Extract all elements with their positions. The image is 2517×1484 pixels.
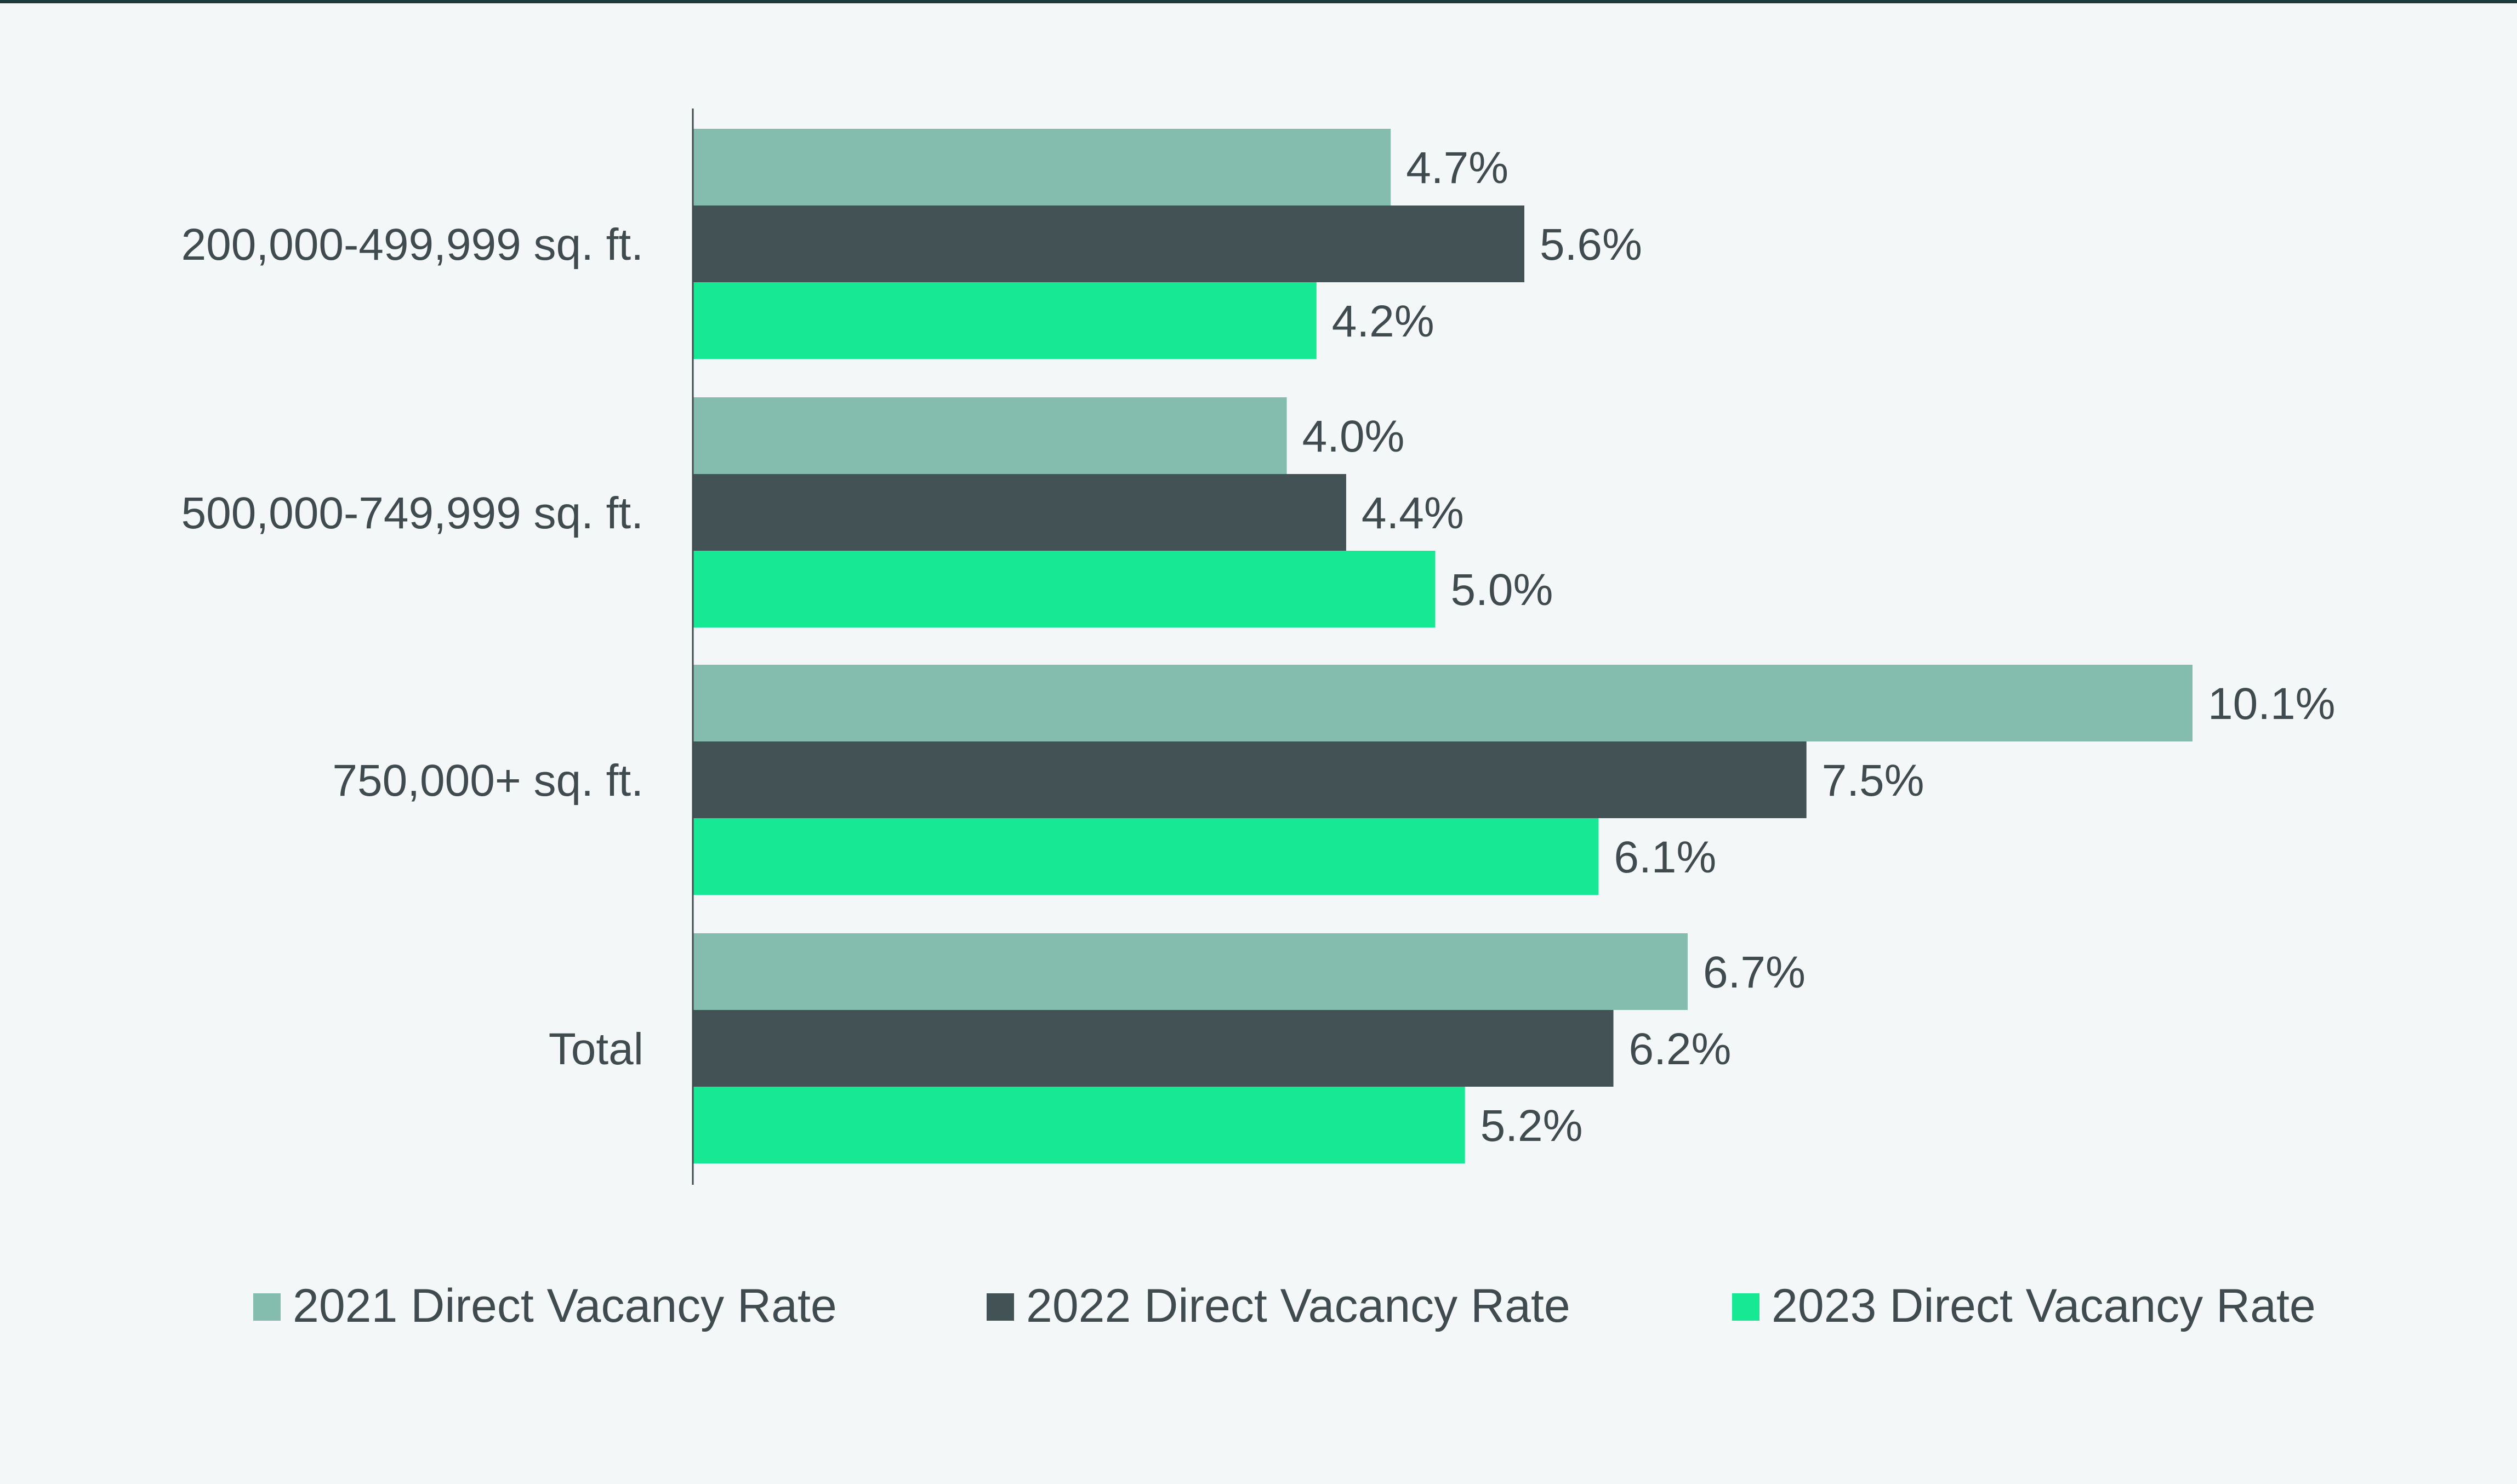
category-label-1: 200,000-499,999 sq. ft. <box>181 220 644 270</box>
bar-1-3 <box>693 665 2193 741</box>
bar-1-1 <box>693 129 1391 206</box>
value-label-3-1: 4.2% <box>1332 296 1434 346</box>
value-label-1-4: 6.7% <box>1703 948 1806 997</box>
value-label-2-4: 6.2% <box>1629 1024 1732 1074</box>
value-label-2-1: 5.6% <box>1540 220 1642 270</box>
legend-swatch-1 <box>253 1293 281 1321</box>
bar-3-2 <box>693 551 1436 627</box>
bar-2-4 <box>693 1010 1614 1087</box>
value-labels-group: 4.7% 5.6% 4.2% 4.0% 4.4% 5.0% 10.1% 7.5% 6.1% 6.7… <box>1302 143 2336 1151</box>
value-label-1-2: 4.0% <box>1302 412 1405 461</box>
legend-swatch-2 <box>987 1293 1014 1321</box>
legend: 2021 Direct Vacancy Rate 2022 Direct Vaca… <box>253 1280 2316 1332</box>
category-label-4: Total <box>549 1024 644 1074</box>
category-labels-group: 200,000-499,999 sq. ft. 500,000-749,999 s… <box>181 220 644 1074</box>
category-label-3: 750,000+ sq. ft. <box>332 756 644 806</box>
bars-group <box>693 129 2193 1163</box>
bar-2-1 <box>693 206 1524 282</box>
bar-3-1 <box>693 282 1317 359</box>
legend-swatch-3 <box>1732 1293 1759 1321</box>
top-rule <box>0 0 2517 3</box>
value-label-3-4: 5.2% <box>1480 1101 1583 1151</box>
bar-3-3 <box>693 818 1599 895</box>
value-label-1-3: 10.1% <box>2208 679 2336 729</box>
value-label-3-3: 6.1% <box>1614 832 1716 882</box>
bar-3-4 <box>693 1087 1465 1163</box>
legend-label-3: 2023 Direct Vacancy Rate <box>1772 1280 2316 1332</box>
bar-2-2 <box>693 474 1346 551</box>
value-label-3-2: 5.0% <box>1450 565 1553 615</box>
bar-1-2 <box>693 397 1287 474</box>
value-label-2-3: 7.5% <box>1822 756 1924 806</box>
legend-label-1: 2021 Direct Vacancy Rate <box>293 1280 837 1332</box>
legend-label-2: 2022 Direct Vacancy Rate <box>1026 1280 1570 1332</box>
value-label-2-2: 4.4% <box>1362 488 1464 538</box>
category-label-2: 500,000-749,999 sq. ft. <box>181 488 644 538</box>
value-label-1-1: 4.7% <box>1406 143 1508 193</box>
bar-1-4 <box>693 933 1688 1010</box>
bar-2-3 <box>693 741 1807 818</box>
